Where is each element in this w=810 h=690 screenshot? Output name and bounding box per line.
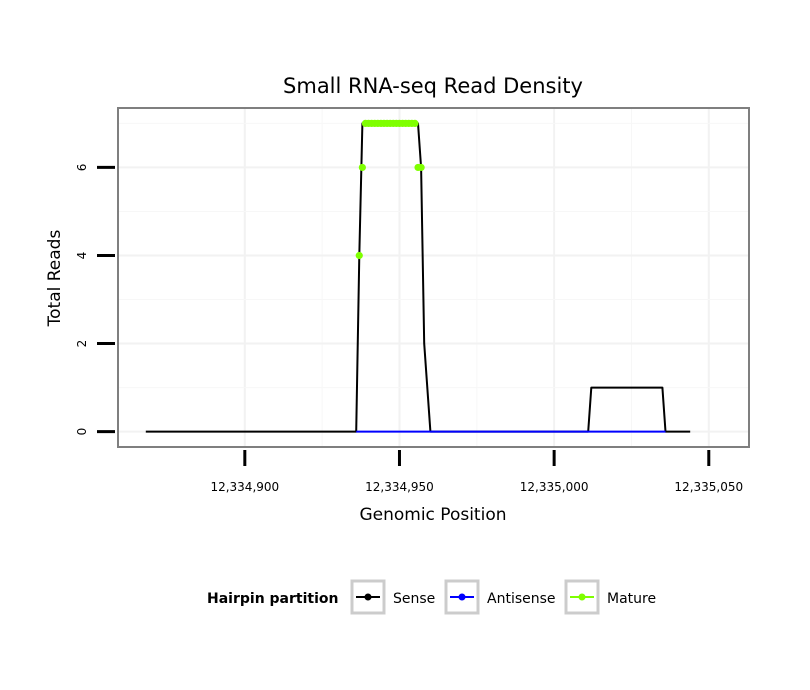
y-tick-label: 6 [75, 164, 89, 172]
chart-title: Small RNA-seq Read Density [283, 74, 583, 98]
legend-item-sense: Sense [350, 579, 435, 615]
legend-title: Hairpin partition [207, 591, 338, 607]
y-tick-label: 2 [75, 340, 89, 348]
data-point-mature [417, 163, 425, 172]
legend-label: Mature [607, 591, 656, 607]
y-axis-title: Total Reads [45, 230, 65, 328]
data-point-mature [355, 251, 363, 260]
legend: Hairpin partition Sense Antisense Mature [207, 579, 656, 615]
y-tick-label: 4 [75, 252, 89, 260]
y-tick-label: 0 [75, 428, 89, 436]
legend-items: Sense Antisense Mature [350, 579, 656, 615]
legend-label: Antisense [487, 591, 556, 607]
legend-key-point [578, 593, 586, 601]
plot-panel [118, 108, 749, 447]
data-series [145, 119, 691, 433]
x-tick-label: 12,334,900 [210, 480, 279, 494]
x-axis: 12,334,900 12,334,950 12,335,000 12,335,050 [210, 450, 743, 494]
legend-label: Sense [393, 591, 435, 607]
legend-item-antisense: Antisense [444, 579, 556, 615]
x-tick-label: 12,335,000 [520, 480, 589, 494]
grid-lines [118, 108, 749, 447]
legend-item-mature: Mature [564, 579, 656, 615]
plot-border [117, 107, 750, 448]
x-tick-label: 12,334,950 [365, 480, 434, 494]
data-point-mature [411, 119, 419, 128]
data-point-mature [358, 163, 366, 172]
series-line-sense [145, 122, 691, 433]
x-tick-label: 12,335,050 [674, 480, 743, 494]
x-axis-title: Genomic Position [359, 505, 506, 525]
y-axis: 0 2 4 6 [75, 164, 115, 436]
legend-key-point [364, 593, 372, 601]
legend-key-point [458, 593, 466, 601]
